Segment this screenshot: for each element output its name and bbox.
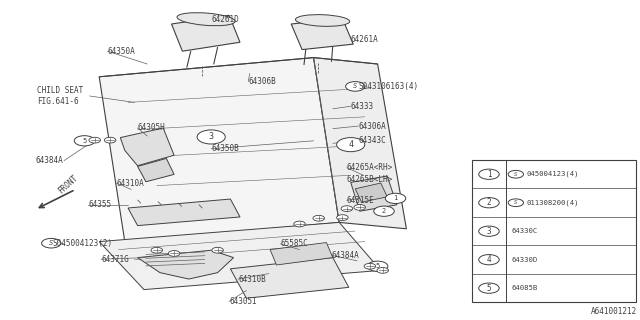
Circle shape — [374, 206, 394, 216]
Circle shape — [341, 206, 353, 212]
Text: 64330C: 64330C — [512, 228, 538, 234]
Text: CHILD SEAT: CHILD SEAT — [37, 86, 83, 95]
Text: 64355: 64355 — [88, 200, 111, 209]
Circle shape — [354, 204, 365, 210]
Polygon shape — [120, 128, 174, 166]
Circle shape — [479, 283, 499, 293]
Circle shape — [74, 136, 95, 146]
Polygon shape — [270, 243, 333, 265]
Circle shape — [377, 268, 388, 273]
Text: 64371G: 64371G — [101, 255, 129, 264]
Text: 5: 5 — [376, 263, 380, 269]
Circle shape — [479, 226, 499, 236]
Text: 64306B: 64306B — [248, 77, 276, 86]
Text: 64343C: 64343C — [358, 136, 386, 145]
Circle shape — [367, 261, 388, 271]
Text: FIG.641-6: FIG.641-6 — [37, 97, 79, 106]
Circle shape — [212, 247, 223, 253]
Polygon shape — [355, 183, 387, 202]
Text: 64310B: 64310B — [238, 275, 266, 284]
Text: 3: 3 — [209, 132, 214, 141]
Text: 64265B<LH>: 64265B<LH> — [347, 175, 393, 184]
Circle shape — [337, 215, 348, 220]
Circle shape — [42, 238, 61, 248]
Polygon shape — [128, 199, 240, 226]
Polygon shape — [314, 58, 406, 229]
Text: 64384A: 64384A — [35, 156, 63, 165]
Text: 64330D: 64330D — [512, 257, 538, 263]
Text: 64350A: 64350A — [108, 47, 135, 56]
Text: 011308200(4): 011308200(4) — [527, 199, 579, 206]
Circle shape — [364, 263, 376, 269]
Circle shape — [104, 137, 116, 143]
Circle shape — [479, 255, 499, 265]
Text: FRONT: FRONT — [56, 173, 79, 195]
Text: S: S — [49, 240, 53, 246]
Text: 64265A<RH>: 64265A<RH> — [347, 163, 393, 172]
Ellipse shape — [296, 15, 349, 26]
Circle shape — [89, 137, 100, 143]
Text: 5: 5 — [83, 138, 86, 144]
Ellipse shape — [177, 13, 235, 26]
Text: 64261D: 64261D — [211, 15, 239, 24]
Text: 64306A: 64306A — [358, 122, 386, 131]
Text: 65585C: 65585C — [280, 239, 308, 248]
Circle shape — [479, 169, 499, 179]
Circle shape — [151, 247, 163, 253]
Circle shape — [294, 221, 305, 227]
Text: 64315E: 64315E — [347, 196, 374, 205]
Polygon shape — [291, 19, 353, 50]
Polygon shape — [138, 158, 174, 182]
Polygon shape — [138, 250, 234, 279]
Text: 64310A: 64310A — [116, 179, 144, 188]
Text: 64305H: 64305H — [138, 124, 165, 132]
Circle shape — [508, 199, 524, 207]
Polygon shape — [99, 58, 339, 242]
Circle shape — [197, 130, 225, 144]
Text: 2: 2 — [486, 198, 492, 207]
Circle shape — [313, 215, 324, 221]
Text: 4: 4 — [348, 140, 353, 149]
Circle shape — [337, 138, 365, 152]
Text: 3: 3 — [486, 227, 492, 236]
Text: 4: 4 — [486, 255, 492, 264]
Text: S: S — [353, 84, 357, 89]
Text: 64333: 64333 — [351, 102, 374, 111]
Bar — [472, 160, 636, 302]
Text: 1: 1 — [486, 170, 492, 179]
Text: S: S — [514, 172, 518, 177]
Text: 64085B: 64085B — [512, 285, 538, 291]
Text: 64350B: 64350B — [211, 144, 239, 153]
Text: 1: 1 — [394, 196, 397, 201]
Circle shape — [508, 170, 524, 178]
Text: 5: 5 — [486, 284, 492, 293]
Text: S043106163(4): S043106163(4) — [358, 82, 419, 91]
Circle shape — [346, 82, 365, 91]
Text: 64305I: 64305I — [229, 297, 257, 306]
Text: 64384A: 64384A — [332, 251, 359, 260]
Circle shape — [385, 193, 406, 204]
Text: 64261A: 64261A — [351, 36, 378, 44]
Polygon shape — [230, 258, 349, 298]
Text: S: S — [514, 200, 518, 205]
Polygon shape — [172, 15, 240, 51]
Polygon shape — [351, 176, 397, 211]
Text: S045004123(2): S045004123(2) — [52, 239, 113, 248]
Text: A641001212: A641001212 — [591, 307, 637, 316]
Circle shape — [479, 197, 499, 208]
Circle shape — [168, 251, 180, 256]
Text: 045004123(4): 045004123(4) — [527, 171, 579, 178]
Polygon shape — [99, 222, 381, 290]
Text: 2: 2 — [382, 208, 386, 214]
